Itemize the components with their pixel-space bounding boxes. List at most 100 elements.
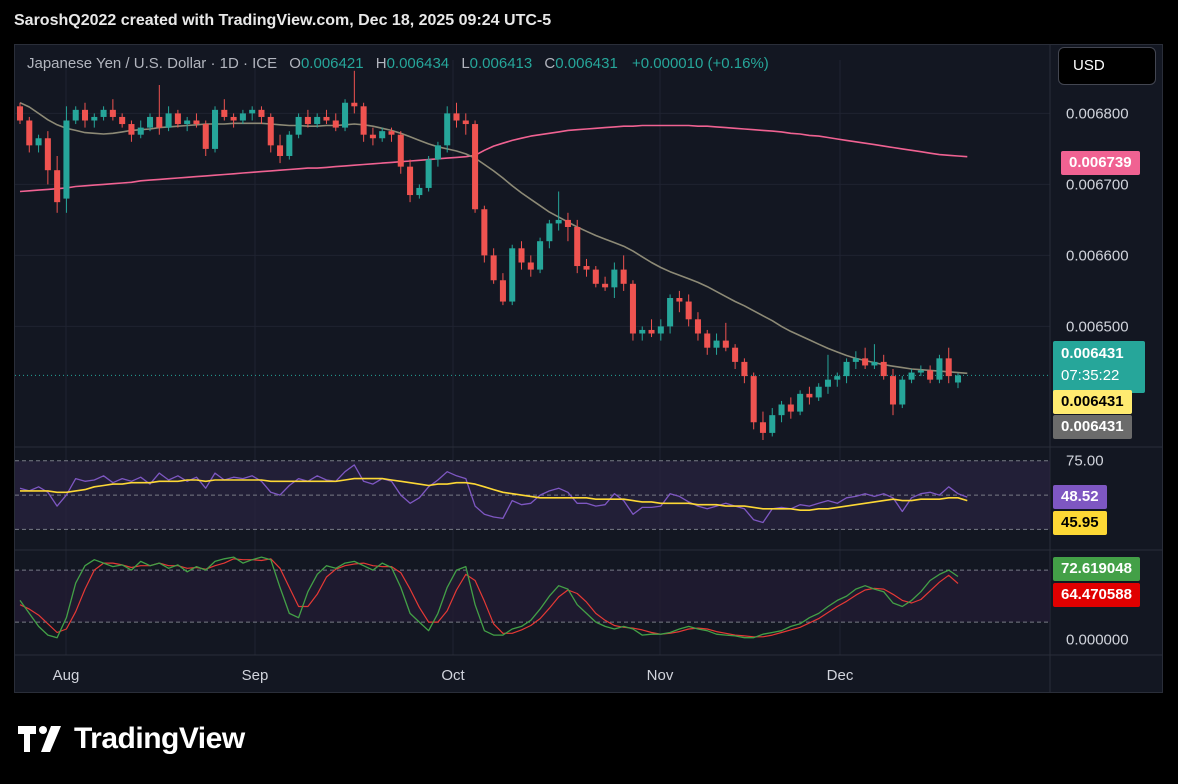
- candle-body: [648, 329, 655, 334]
- candle-body: [564, 219, 571, 227]
- open-label: O: [289, 55, 301, 72]
- candle: [954, 373, 962, 389]
- sma50-line: [19, 101, 968, 375]
- candle-body: [954, 375, 962, 383]
- rsi-ma-value-tag: 45.95: [1053, 511, 1107, 535]
- candle-body: [444, 113, 451, 146]
- candle: [239, 109, 246, 125]
- candle-body: [927, 370, 934, 380]
- price-tick-label: 0.006700: [1066, 176, 1129, 193]
- candle-body: [778, 404, 785, 416]
- candle: [583, 258, 590, 277]
- candle: [602, 276, 609, 291]
- candle-body: [416, 187, 423, 196]
- candle-body: [184, 120, 191, 125]
- time-tick-label: Dec: [827, 667, 854, 684]
- candle-body: [880, 361, 887, 377]
- candle: [119, 113, 126, 128]
- candle-body: [499, 280, 506, 302]
- candle-body: [397, 134, 404, 167]
- candle: [351, 70, 358, 114]
- candle: [453, 102, 460, 128]
- time-tick-label: Nov: [647, 667, 674, 684]
- candle-body: [852, 358, 859, 362]
- candle-body: [342, 102, 349, 128]
- candle: [694, 312, 701, 341]
- candle-body: [481, 209, 488, 256]
- candle-body: [100, 109, 107, 117]
- last-price-tag: 0.006431 07:35:22: [1053, 341, 1145, 393]
- candle: [360, 102, 367, 142]
- candle-body: [137, 127, 144, 135]
- candle: [26, 116, 33, 153]
- candle: [304, 109, 311, 128]
- candle: [509, 244, 516, 306]
- stoch-band: [15, 570, 1050, 623]
- candle: [137, 120, 144, 139]
- candle-body: [936, 358, 943, 380]
- symbol-title: Japanese Yen / U.S. Dollar · 1D · ICE: [27, 55, 278, 72]
- candle-body: [676, 298, 683, 302]
- candle-body: [462, 120, 469, 125]
- candle: [862, 347, 869, 369]
- tradingview-logo: TradingView: [18, 722, 245, 756]
- candle: [221, 99, 228, 121]
- candle: [388, 127, 395, 142]
- candle-body: [797, 393, 804, 412]
- candle: [379, 127, 386, 142]
- candle-body: [732, 347, 739, 362]
- rsi-value-tag: 48.52: [1053, 485, 1107, 509]
- sma50-price-tag: 0.006431: [1053, 390, 1132, 414]
- candle: [852, 351, 859, 369]
- candle: [63, 106, 70, 213]
- candle: [267, 113, 274, 153]
- candle-body: [35, 138, 42, 146]
- candle: [611, 262, 618, 298]
- candle-body: [351, 102, 358, 107]
- candle: [574, 219, 581, 274]
- low-value: 0.006413: [469, 55, 533, 72]
- candle: [676, 290, 683, 313]
- candle: [639, 326, 646, 341]
- candle-body: [239, 113, 246, 121]
- candle-body: [26, 120, 33, 146]
- candle: [889, 369, 897, 416]
- candle-body: [685, 301, 692, 320]
- candle-body: [258, 109, 265, 117]
- candle-body: [295, 116, 302, 135]
- candle-body: [546, 223, 553, 242]
- candle-body: [787, 404, 794, 412]
- candle: [314, 113, 321, 128]
- candle-body: [592, 269, 599, 284]
- price-tick-label: 0.006600: [1066, 247, 1129, 264]
- candle: [462, 113, 469, 135]
- candle: [249, 106, 256, 121]
- candle: [481, 205, 488, 263]
- candle: [704, 329, 711, 355]
- candle-body: [379, 131, 386, 139]
- candle-body: [16, 106, 24, 121]
- candle: [750, 372, 757, 430]
- time-tick-label: Aug: [53, 667, 80, 684]
- candle-body: [834, 376, 841, 380]
- candle: [769, 408, 776, 437]
- candle: [945, 347, 952, 384]
- candle-body: [202, 124, 209, 149]
- candle-body: [249, 109, 256, 114]
- candle: [917, 365, 924, 377]
- candle-body: [472, 124, 479, 210]
- candle: [490, 248, 497, 284]
- close-price-tag: 0.006431: [1053, 415, 1132, 439]
- candle: [174, 109, 181, 128]
- candle: [546, 219, 553, 249]
- candle: [908, 369, 915, 384]
- candle: [230, 113, 237, 128]
- currency-button[interactable]: USD: [1058, 47, 1156, 85]
- stoch-k-line: [19, 556, 959, 639]
- candle: [342, 99, 349, 132]
- candle: [434, 141, 441, 167]
- candle-body: [212, 109, 219, 149]
- candle-body: [657, 326, 664, 334]
- candle-body: [555, 219, 562, 224]
